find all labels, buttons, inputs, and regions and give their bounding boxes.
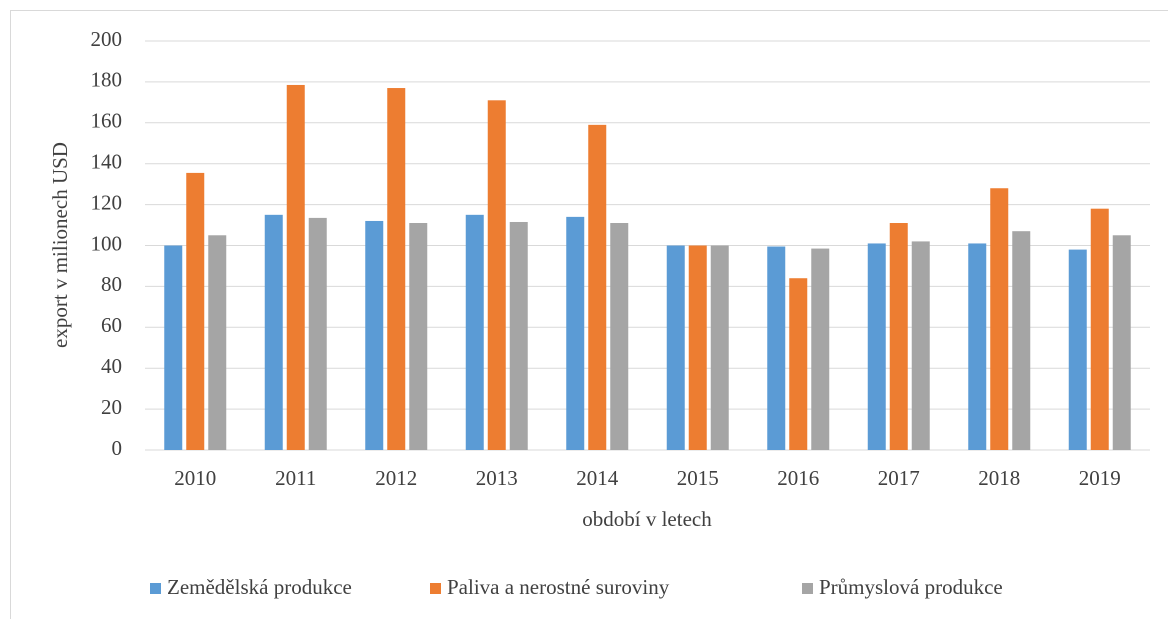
- legend-swatch: [802, 583, 813, 594]
- bar: [811, 248, 830, 450]
- bar: [186, 172, 205, 450]
- bar: [968, 243, 987, 450]
- bar: [264, 214, 283, 450]
- x-tick-label: 2013: [476, 466, 518, 490]
- x-tick-label: 2014: [576, 466, 619, 490]
- legend-swatch: [150, 583, 161, 594]
- y-tick-label: 200: [91, 27, 123, 51]
- bar: [487, 100, 506, 451]
- legend-label: Průmyslová produkce: [819, 575, 1003, 599]
- bar: [208, 235, 227, 450]
- bar: [867, 243, 886, 450]
- y-tick-label: 120: [91, 190, 123, 214]
- legend-swatch: [430, 583, 441, 594]
- bar: [365, 220, 384, 450]
- x-tick-label: 2019: [1079, 466, 1121, 490]
- bar: [688, 245, 707, 450]
- y-tick-label: 20: [101, 395, 122, 419]
- bar: [1068, 249, 1087, 450]
- bar: [286, 84, 305, 450]
- y-tick-label: 0: [112, 436, 123, 460]
- y-tick-label: 40: [101, 354, 122, 378]
- y-tick-label: 60: [101, 313, 122, 337]
- x-tick-label: 2016: [777, 466, 819, 490]
- legend-label: Paliva a nerostné suroviny: [447, 575, 670, 599]
- bar: [1090, 208, 1109, 450]
- bar: [610, 223, 629, 450]
- x-tick-label: 2012: [375, 466, 417, 490]
- y-axis-label: export v milionech USD: [48, 142, 72, 348]
- y-tick-label: 100: [91, 231, 123, 255]
- bar: [710, 245, 729, 450]
- bar: [566, 216, 585, 450]
- bar: [889, 223, 908, 450]
- bar: [509, 221, 528, 450]
- bar: [767, 246, 786, 450]
- bar: [666, 245, 685, 450]
- bar: [911, 241, 930, 450]
- bar: [1112, 235, 1131, 450]
- y-tick-label: 80: [101, 272, 122, 296]
- bar: [164, 245, 183, 450]
- bar: [1012, 231, 1031, 450]
- chart-border: [10, 10, 1168, 619]
- x-tick-label: 2017: [878, 466, 920, 490]
- bar: [387, 88, 406, 450]
- x-tick-label: 2011: [275, 466, 316, 490]
- y-tick-label: 160: [91, 109, 123, 133]
- bar: [465, 214, 484, 450]
- bar: [789, 278, 808, 450]
- bar: [409, 223, 428, 450]
- x-tick-label: 2018: [978, 466, 1020, 490]
- x-tick-label: 2015: [677, 466, 719, 490]
- bar: [588, 124, 607, 450]
- x-tick-label: 2010: [174, 466, 216, 490]
- y-tick-label: 140: [91, 150, 123, 174]
- x-axis-label: období v letech: [582, 507, 712, 531]
- y-tick-label: 180: [91, 68, 123, 92]
- legend-label: Zemědělská produkce: [167, 575, 352, 599]
- bar: [308, 217, 327, 450]
- bar: [990, 188, 1009, 451]
